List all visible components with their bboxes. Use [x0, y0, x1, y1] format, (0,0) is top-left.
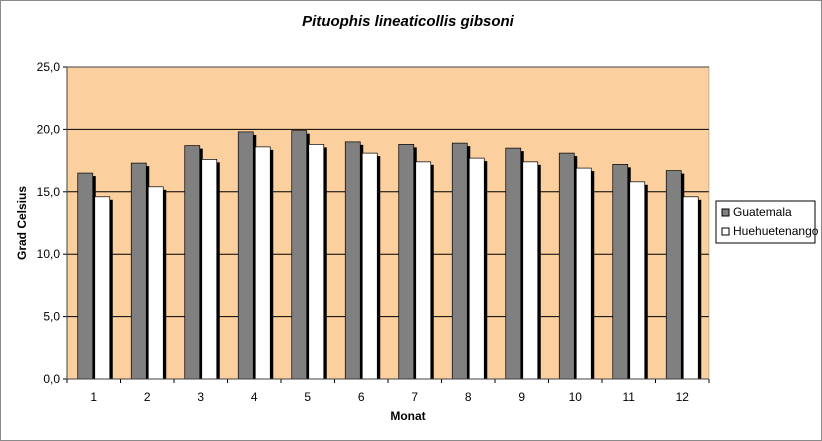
legend-swatch-guatemala	[721, 208, 730, 217]
bar-huehuetenango-1	[94, 196, 111, 380]
bar-huehuetenango-8	[468, 157, 485, 380]
x-tick-label: 7	[411, 390, 418, 404]
x-tick-label: 1	[90, 390, 97, 404]
bar-guatemala-12	[665, 170, 682, 380]
x-tick-label: 10	[569, 390, 583, 404]
y-tick-label: 25,0	[37, 60, 61, 74]
bar-guatemala-7	[398, 144, 415, 380]
plot-border	[66, 66, 710, 380]
y-tick-label: 5,0	[43, 310, 60, 324]
legend-swatch-huehuetenango	[721, 227, 730, 236]
legend: Guatemala Huehuetenango	[715, 200, 819, 244]
bar-guatemala-3	[184, 145, 201, 380]
y-tick-label: 10,0	[37, 247, 61, 261]
y-tick-label: 0,0	[43, 372, 60, 386]
x-tick-label: 5	[304, 390, 311, 404]
x-tick-label: 11	[623, 390, 636, 404]
bar-guatemala-10	[558, 152, 575, 380]
bar-guatemala-6	[344, 141, 361, 380]
x-tick-label: 8	[465, 390, 472, 404]
legend-label-huehuetenango: Huehuetenango	[733, 224, 819, 238]
bar-huehuetenango-7	[415, 161, 432, 380]
y-tick-label: 15,0	[37, 185, 61, 199]
bar-guatemala-11	[612, 163, 629, 380]
plot-background	[67, 67, 709, 379]
bar-guatemala-1	[77, 172, 94, 380]
bar-huehuetenango-10	[575, 167, 592, 380]
bar-guatemala-2	[130, 162, 147, 380]
bar-huehuetenango-6	[361, 152, 378, 380]
plot-area: 0,05,010,015,020,025,01 2 3 4 5 6 7 8 9 10 11 12	[37, 60, 710, 404]
bar-huehuetenango-3	[201, 159, 218, 380]
legend-label-guatemala: Guatemala	[733, 205, 792, 219]
bar-huehuetenango-9	[522, 161, 539, 380]
bar-huehuetenango-2	[147, 186, 164, 380]
x-tick-label: 2	[144, 390, 151, 404]
x-axis-label: Monat	[390, 409, 425, 423]
bar-huehuetenango-11	[629, 181, 646, 380]
x-tick-label: 12	[676, 390, 690, 404]
y-axis-label: Grad Celsius	[15, 186, 29, 260]
x-tick-label: 3	[197, 390, 204, 404]
legend-box	[715, 200, 816, 244]
bar-guatemala-9	[505, 147, 522, 380]
bar-huehuetenango-4	[254, 146, 271, 380]
bar-huehuetenango-12	[682, 196, 699, 380]
x-tick-label: 6	[358, 390, 365, 404]
bar-guatemala-5	[291, 130, 308, 380]
y-tick-label: 20,0	[37, 122, 61, 136]
x-tick-label: 4	[251, 390, 258, 404]
bar-guatemala-4	[237, 131, 254, 380]
bar-huehuetenango-5	[308, 144, 325, 380]
bar-guatemala-8	[451, 142, 468, 380]
x-tick-label: 9	[518, 390, 525, 404]
chart-title: Pituophis lineaticollis gibsoni	[302, 13, 515, 30]
